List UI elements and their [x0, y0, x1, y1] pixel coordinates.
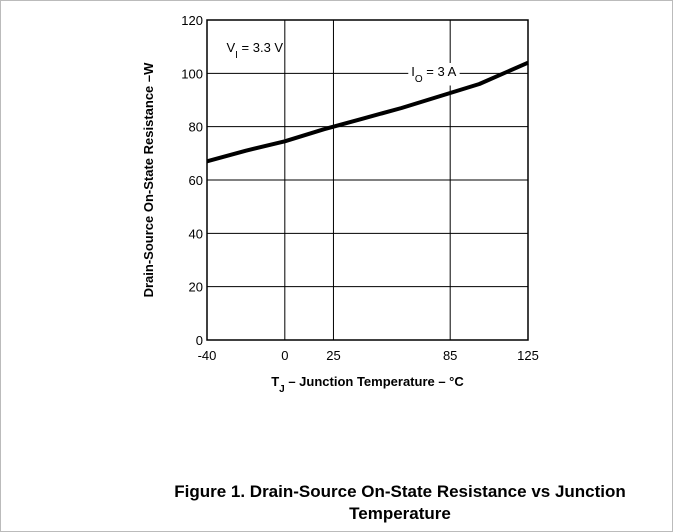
x-axis-label-sub: J: [279, 384, 285, 395]
y-tick-label: 60: [189, 173, 203, 188]
caption: Temperature: [349, 504, 451, 523]
y-tick-label: 0: [196, 333, 203, 348]
x-tick-label: 0: [281, 348, 288, 363]
y-tick-label: 120: [181, 13, 203, 28]
plot-border: [206, 19, 529, 341]
data-line: [206, 60, 529, 164]
x-tick-label: -40: [198, 348, 217, 363]
y-tick-label: 20: [189, 280, 203, 295]
annotation: IO = 3 A: [411, 64, 456, 85]
caption: Figure 1. Drain-Source On-State Resistan…: [174, 482, 626, 501]
annotation-rest: = 3.3 V: [238, 40, 283, 55]
x-axis-label-main: T: [271, 374, 279, 389]
y-tick-label: 40: [189, 226, 203, 241]
annotation-rest: = 3 A: [423, 64, 457, 79]
x-axis-label: TJ – Junction Temperature – °C: [271, 374, 464, 395]
annotation: VI = 3.3 V: [226, 40, 283, 61]
x-tick-label: 125: [517, 348, 539, 363]
x-tick-label: 85: [443, 348, 457, 363]
y-tick-label: 100: [181, 66, 203, 81]
x-tick-label: 25: [326, 348, 340, 363]
annotation-bg: [408, 63, 460, 86]
x-axis-label-rest: – Junction Temperature – °C: [285, 374, 465, 389]
y-axis-label: Drain-Source On-State Resistance –W: [141, 62, 156, 298]
annotation-main: V: [226, 40, 235, 55]
annotation-sub: I: [235, 50, 238, 61]
annotation-sub: O: [415, 74, 423, 85]
annotation-main: I: [411, 64, 415, 79]
y-tick-label: 80: [189, 120, 203, 135]
